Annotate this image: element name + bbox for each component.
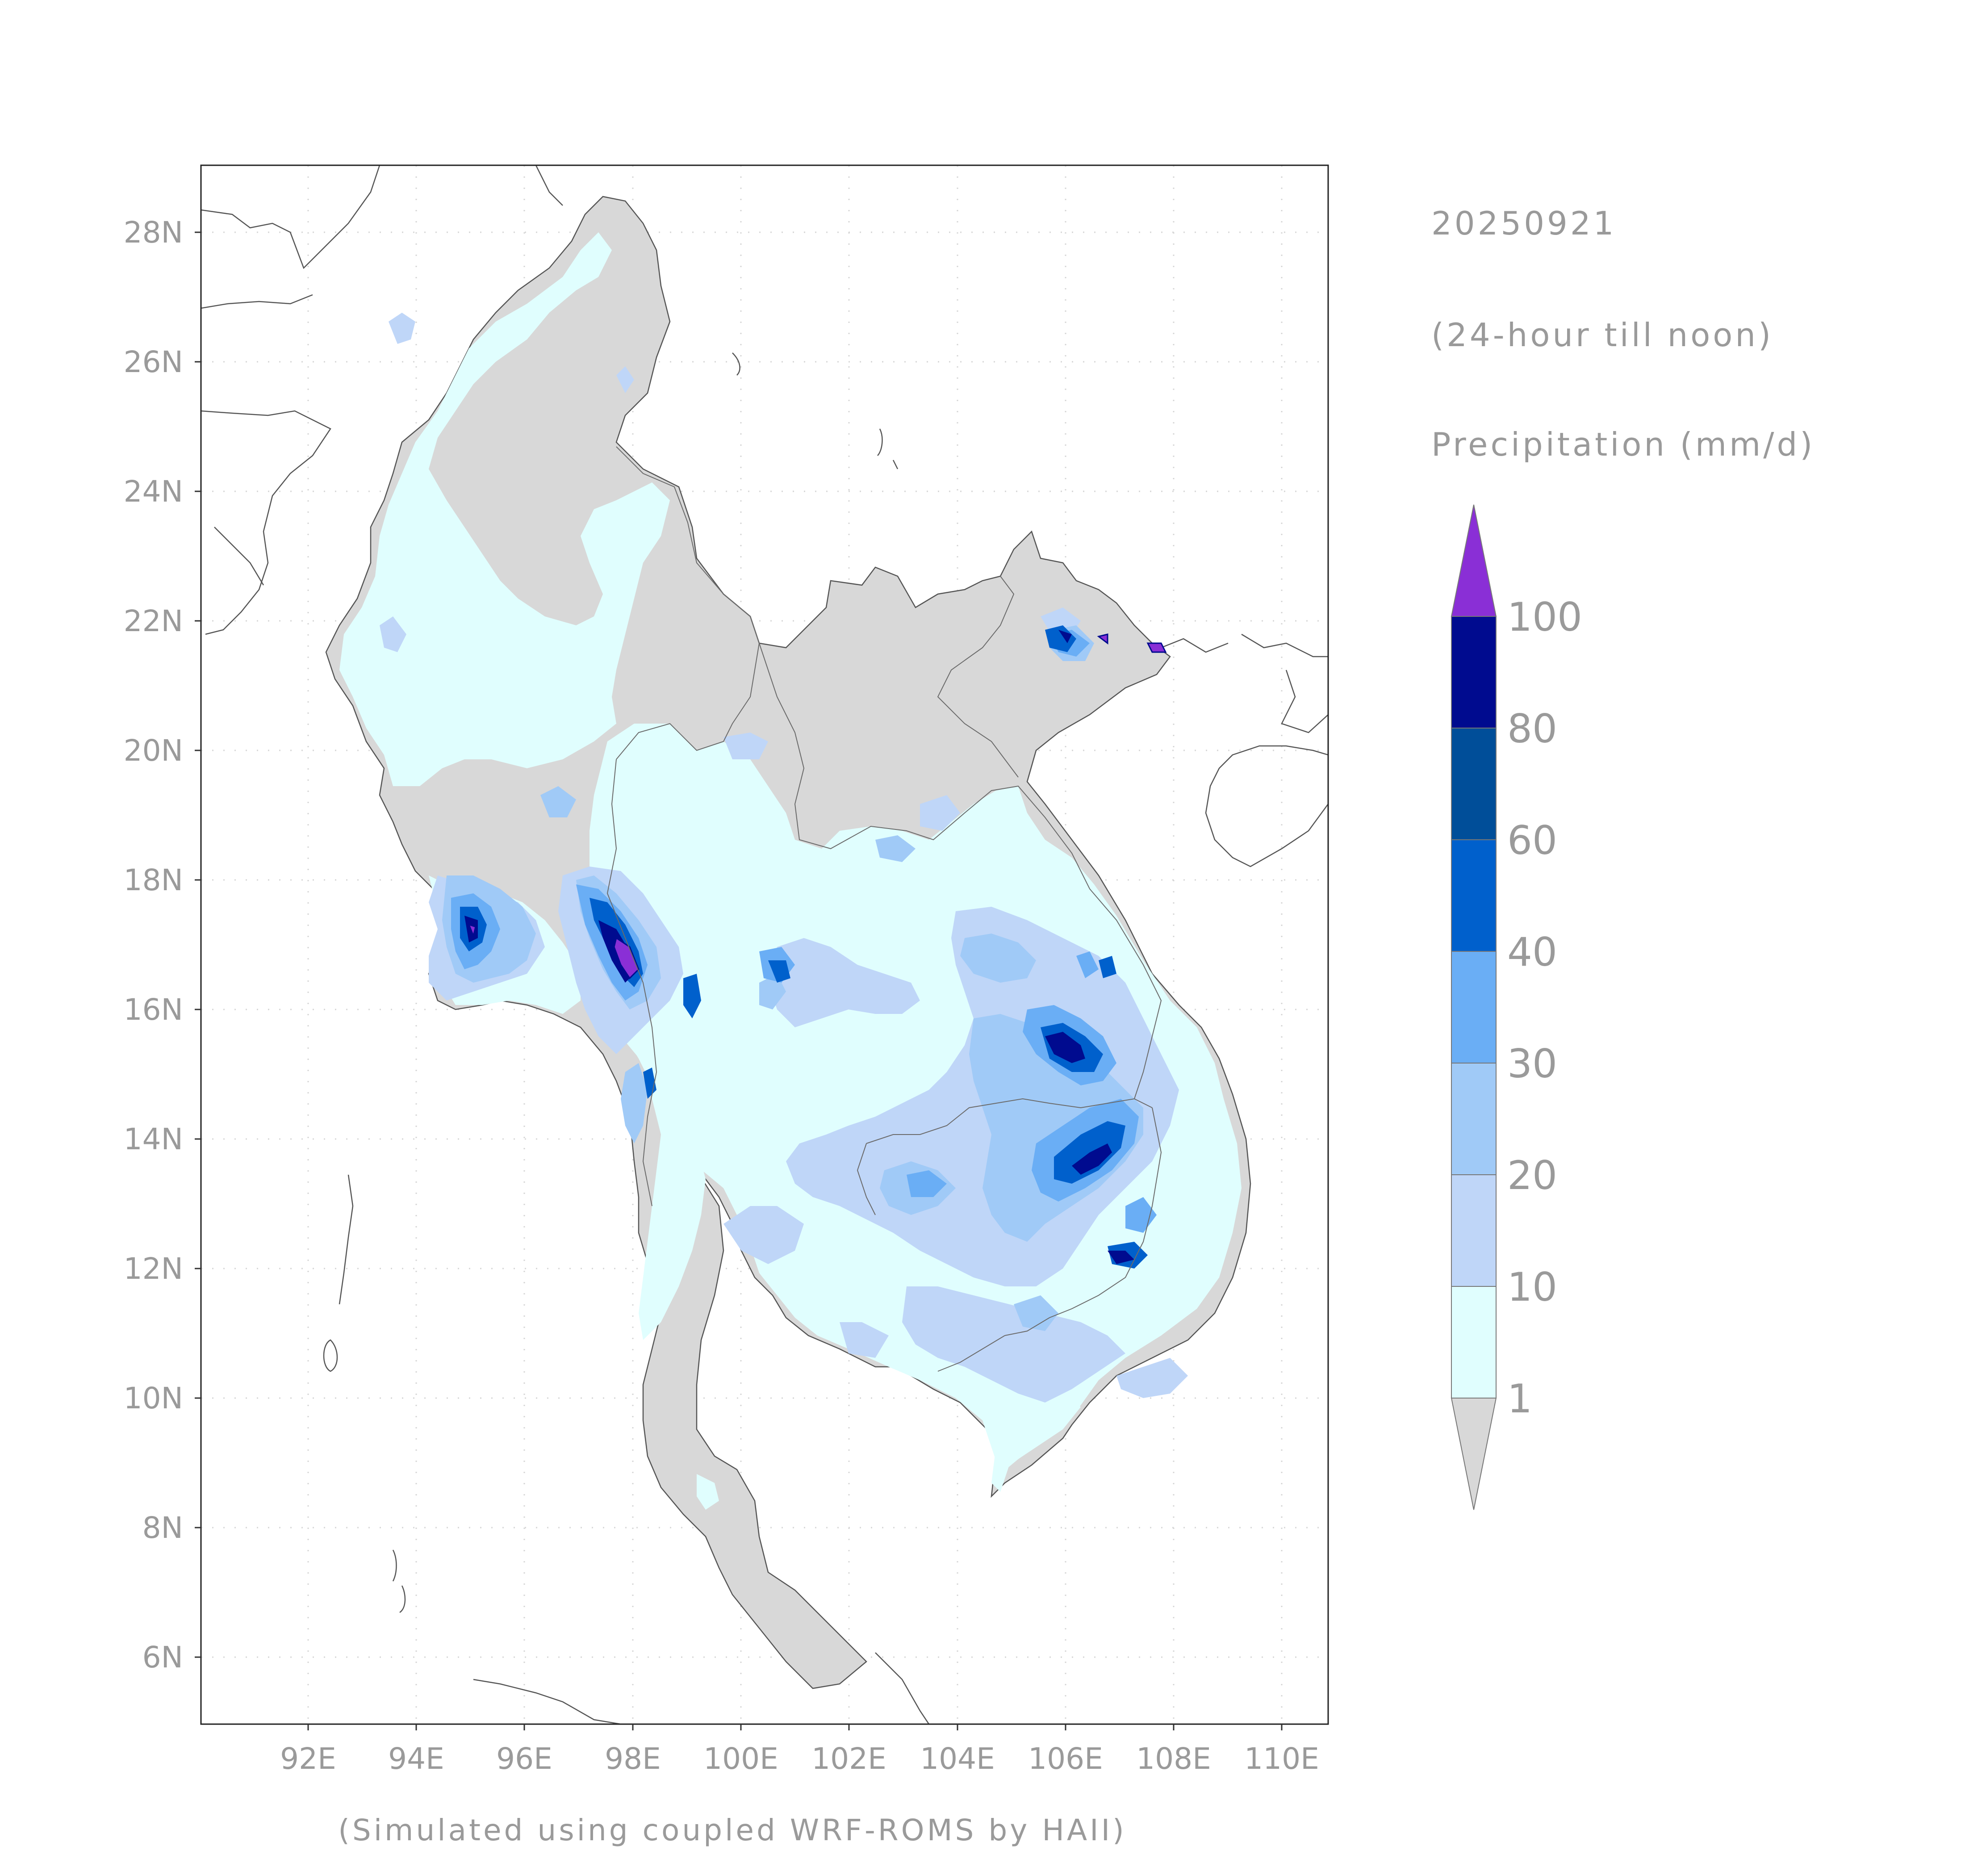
- lat-label: 16N: [124, 992, 183, 1027]
- legend-swatch-30-40: [1451, 951, 1497, 1064]
- axis-ticks: [195, 231, 1283, 1730]
- precip-over-100: [468, 633, 1167, 980]
- legend-swatch-1-10: [1451, 1286, 1497, 1399]
- lon-label: 106E: [1028, 1742, 1103, 1776]
- lat-label: 20N: [124, 733, 183, 768]
- legend-label: 30: [1507, 1041, 1557, 1087]
- lat-label: 18N: [124, 863, 183, 897]
- lat-label: 24N: [124, 474, 183, 509]
- legend-labels: 100 80 60 40 30 20 10 1: [1507, 594, 1582, 1422]
- legend-swatch-10-20: [1451, 1174, 1497, 1287]
- lon-label: 110E: [1244, 1742, 1319, 1776]
- lon-label: 96E: [496, 1742, 552, 1776]
- legend-label: 60: [1507, 817, 1557, 863]
- legend-label: 100: [1507, 594, 1582, 640]
- legend-swatch-80-100: [1451, 616, 1497, 729]
- lat-label: 22N: [124, 604, 183, 638]
- legend-swatch-60-80: [1451, 728, 1497, 840]
- longitude-labels: 92E 94E 96E 98E 100E 102E 104E 106E 108E…: [280, 1742, 1319, 1776]
- lat-label: 6N: [142, 1640, 183, 1675]
- legend-label: 80: [1507, 706, 1557, 752]
- map-caption: (Simulated using coupled WRF-ROMS by HAI…: [338, 1813, 1127, 1847]
- lat-label: 26N: [124, 345, 183, 379]
- latitude-labels: 28N 26N 24N 22N 20N 18N 16N 14N 12N 10N …: [124, 215, 183, 1675]
- lon-label: 102E: [811, 1742, 886, 1776]
- lon-label: 98E: [605, 1742, 661, 1776]
- lat-label: 12N: [124, 1252, 183, 1286]
- lon-label: 108E: [1136, 1742, 1211, 1776]
- map-panel: [200, 164, 1329, 1725]
- legend-label: 40: [1507, 929, 1557, 975]
- lat-label: 28N: [124, 215, 183, 250]
- variable-label: Precipitation (mm/d): [1431, 426, 1815, 463]
- legend-swatch-over-100: [1451, 504, 1497, 617]
- color-legend: [1451, 504, 1497, 1510]
- legend-label: 10: [1507, 1264, 1557, 1310]
- legend-label: 20: [1507, 1152, 1557, 1198]
- forecast-period: (24-hour till noon): [1431, 316, 1773, 354]
- legend-swatch-20-30: [1451, 1063, 1497, 1175]
- legend-swatch-below-1: [1451, 1398, 1497, 1510]
- lon-label: 104E: [920, 1742, 995, 1776]
- legend-label: 1: [1507, 1376, 1532, 1422]
- lon-label: 100E: [703, 1742, 778, 1776]
- lat-label: 10N: [124, 1381, 183, 1415]
- lon-label: 92E: [280, 1742, 336, 1776]
- country-borders: [606, 446, 1162, 1372]
- coastline-outlines: [201, 165, 1328, 1724]
- lat-label: 8N: [142, 1511, 183, 1545]
- lat-label: 14N: [124, 1122, 183, 1156]
- lon-label: 94E: [388, 1742, 444, 1776]
- legend-swatch-40-60: [1451, 839, 1497, 952]
- forecast-date: 20250921: [1431, 205, 1616, 242]
